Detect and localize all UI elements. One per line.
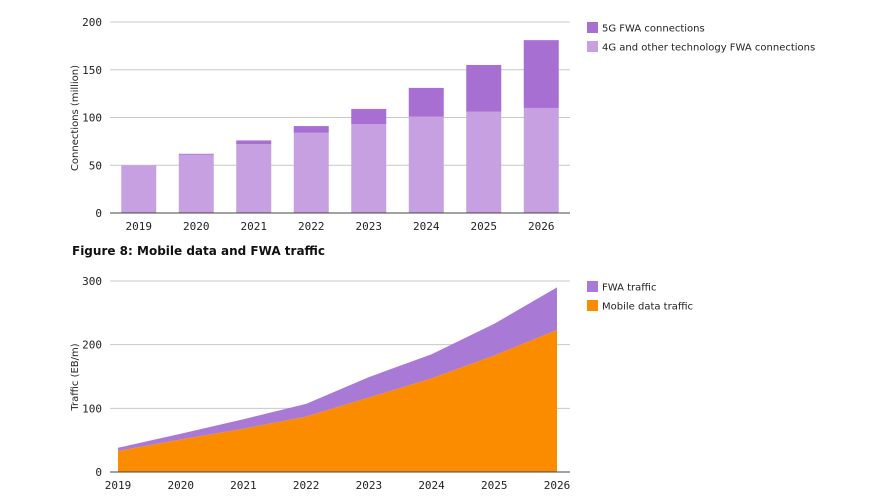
x-tick-label: 2025 [481,479,508,492]
bar-4g-and-other-technology-fwa-connections-2024 [408,116,444,213]
y-tick-label: 100 [82,402,102,415]
bar-4g-and-other-technology-fwa-connections-2026 [523,107,559,213]
bar-4g-and-other-technology-fwa-connections-2021 [236,144,272,213]
bar-4g-and-other-technology-fwa-connections-2020 [178,154,214,213]
chart-title: Figure 8: Mobile data and FWA traffic [72,244,325,258]
bar-5g-fwa-connections-2024 [408,87,444,117]
legend-label: FWA traffic [602,283,656,294]
connections-chart: 0 50 100 150 200 2019 2020 2021 2022 2023 2024 202… [70,16,815,233]
legend-label: 5G FWA connections [602,24,705,35]
bar-5g-fwa-connections-2026 [523,40,559,108]
y-tick-label: 300 [82,275,102,288]
bar-5g-fwa-connections-2022 [293,126,329,133]
y-tick-label: 0 [95,207,102,220]
x-tick-label: 2023 [356,479,383,492]
x-tick-label: 2020 [183,220,210,233]
legend-swatch [587,22,598,33]
legend-label: 4G and other technology FWA connections [602,43,815,54]
y-tick-label: 50 [89,159,102,172]
x-tick-label: 2021 [241,220,268,233]
x-tick-label: 2019 [105,479,132,492]
x-tick-label: 2026 [528,220,555,233]
y-axis-label: Traffic (EB/m) [70,343,81,411]
y-tick-label: 200 [82,16,102,29]
y-tick-label: 100 [82,112,102,125]
bar-5g-fwa-connections-2025 [466,64,502,112]
legend-label: Mobile data traffic [602,302,693,313]
x-tick-label: 2024 [418,479,445,492]
x-tick-label: 2019 [126,220,153,233]
legend-swatch [587,300,598,311]
y-tick-label: 0 [95,466,102,479]
y-axis-label: Connections (million) [70,65,81,171]
y-tick-label: 150 [82,64,102,77]
bar-4g-and-other-technology-fwa-connections-2025 [466,111,502,213]
x-tick-label: 2021 [230,479,257,492]
x-tick-label: 2022 [293,479,320,492]
traffic-chart: 0 100 200 300 2019 2020 2021 2022 2023 2024 2025 2… [70,275,693,492]
area-mobile-data-traffic [118,330,557,472]
y-tick-label: 200 [82,339,102,352]
legend-swatch [587,41,598,52]
x-tick-label: 2024 [413,220,440,233]
bar-4g-and-other-technology-fwa-connections-2022 [293,132,329,213]
bar-5g-fwa-connections-2023 [351,108,387,125]
x-tick-label: 2020 [167,479,194,492]
x-tick-label: 2022 [298,220,325,233]
legend-swatch [587,281,598,292]
x-tick-label: 2023 [356,220,383,233]
x-tick-label: 2026 [544,479,571,492]
bar-5g-fwa-connections-2021 [236,140,272,145]
bar-5g-fwa-connections-2020 [178,153,214,155]
x-tick-label: 2025 [471,220,498,233]
bar-4g-and-other-technology-fwa-connections-2019 [121,165,157,213]
bar-4g-and-other-technology-fwa-connections-2023 [351,124,387,213]
